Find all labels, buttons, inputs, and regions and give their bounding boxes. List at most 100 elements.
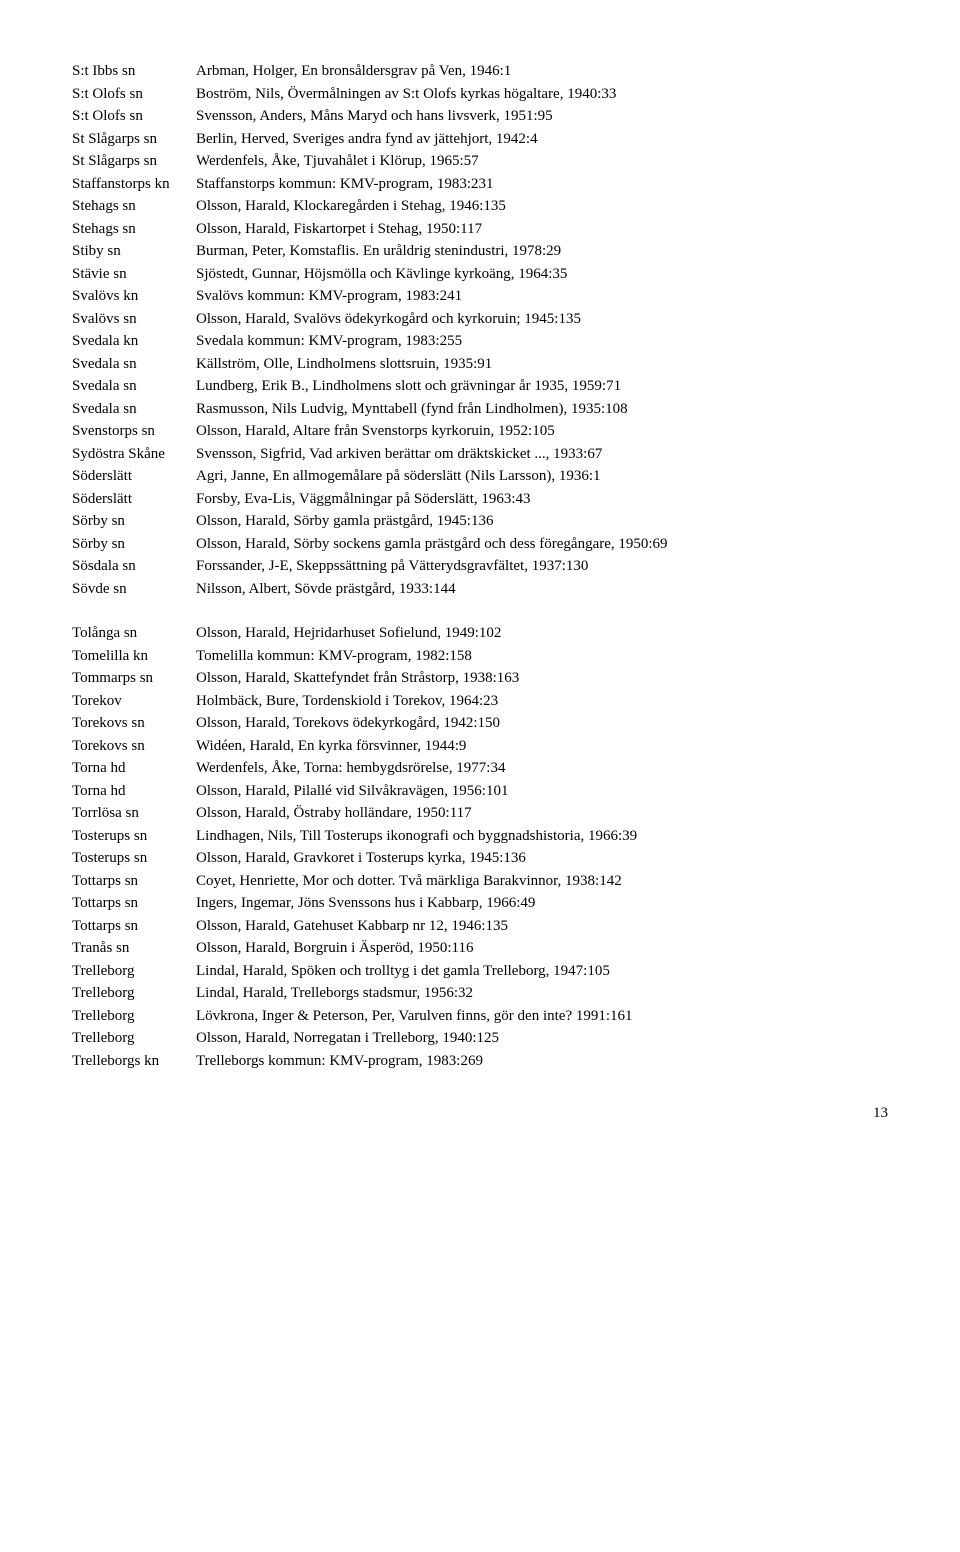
index-row: Tottarps snIngers, Ingemar, Jöns Svensso… bbox=[72, 892, 888, 915]
description-cell: Forsby, Eva-Lis, Väggmålningar på Söders… bbox=[196, 488, 888, 511]
index-row: Torna hdWerdenfels, Åke, Torna: hembygds… bbox=[72, 757, 888, 780]
index-row: Stiby snBurman, Peter, Komstaflis. En ur… bbox=[72, 240, 888, 263]
location-cell: Trelleborgs kn bbox=[72, 1050, 196, 1073]
description-cell: Forssander, J-E, Skeppssättning på Vätte… bbox=[196, 555, 888, 578]
description-cell: Ingers, Ingemar, Jöns Svenssons hus i Ka… bbox=[196, 892, 888, 915]
description-cell: Olsson, Harald, Sörby gamla prästgård, 1… bbox=[196, 510, 888, 533]
description-cell: Olsson, Harald, Norregatan i Trelleborg,… bbox=[196, 1027, 888, 1050]
index-row: Svalövs knSvalövs kommun: KMV-program, 1… bbox=[72, 285, 888, 308]
location-cell: Söderslätt bbox=[72, 488, 196, 511]
index-row: Trelleborgs knTrelleborgs kommun: KMV-pr… bbox=[72, 1050, 888, 1073]
index-row: S:t Olofs snSvensson, Anders, Måns Maryd… bbox=[72, 105, 888, 128]
location-cell: Sörby sn bbox=[72, 510, 196, 533]
index-row: Sörby snOlsson, Harald, Sörby sockens ga… bbox=[72, 533, 888, 556]
index-row: Tolånga snOlsson, Harald, Hejridarhuset … bbox=[72, 622, 888, 645]
index-row: Sörby snOlsson, Harald, Sörby gamla präs… bbox=[72, 510, 888, 533]
location-cell: Tomelilla kn bbox=[72, 645, 196, 668]
location-cell: Söderslätt bbox=[72, 465, 196, 488]
location-cell: Tottarps sn bbox=[72, 915, 196, 938]
location-cell: Trelleborg bbox=[72, 982, 196, 1005]
location-cell: Tolånga sn bbox=[72, 622, 196, 645]
index-row: Staffanstorps knStaffanstorps kommun: KM… bbox=[72, 173, 888, 196]
description-cell: Lövkrona, Inger & Peterson, Per, Varulve… bbox=[196, 1005, 888, 1028]
index-row: TrelleborgOlsson, Harald, Norregatan i T… bbox=[72, 1027, 888, 1050]
description-cell: Werdenfels, Åke, Tjuvahålet i Klörup, 19… bbox=[196, 150, 888, 173]
description-cell: Svalövs kommun: KMV-program, 1983:241 bbox=[196, 285, 888, 308]
location-cell: Tosterups sn bbox=[72, 825, 196, 848]
index-row: Torrlösa snOlsson, Harald, Östraby hollä… bbox=[72, 802, 888, 825]
location-cell: Torna hd bbox=[72, 757, 196, 780]
index-list: S:t Ibbs snArbman, Holger, En bronsålder… bbox=[72, 60, 888, 1072]
description-cell: Olsson, Harald, Gatehuset Kabbarp nr 12,… bbox=[196, 915, 888, 938]
location-cell: S:t Ibbs sn bbox=[72, 60, 196, 83]
location-cell: Trelleborg bbox=[72, 1005, 196, 1028]
location-cell: Stehags sn bbox=[72, 195, 196, 218]
index-row: Tosterups snOlsson, Harald, Gravkoret i … bbox=[72, 847, 888, 870]
index-row: S:t Ibbs snArbman, Holger, En bronsålder… bbox=[72, 60, 888, 83]
description-cell: Lindal, Harald, Trelleborgs stadsmur, 19… bbox=[196, 982, 888, 1005]
description-cell: Berlin, Herved, Sveriges andra fynd av j… bbox=[196, 128, 888, 151]
index-row: Torna hdOlsson, Harald, Pilallé vid Silv… bbox=[72, 780, 888, 803]
description-cell: Svensson, Sigfrid, Vad arkiven berättar … bbox=[196, 443, 888, 466]
location-cell: Tommarps sn bbox=[72, 667, 196, 690]
description-cell: Olsson, Harald, Skattefyndet från Stråst… bbox=[196, 667, 888, 690]
page-number: 13 bbox=[72, 1102, 888, 1125]
location-cell: Svenstorps sn bbox=[72, 420, 196, 443]
location-cell: Svalövs kn bbox=[72, 285, 196, 308]
location-cell: Svedala sn bbox=[72, 375, 196, 398]
location-cell: St Slågarps sn bbox=[72, 128, 196, 151]
location-cell: Sövde sn bbox=[72, 578, 196, 601]
location-cell: Torna hd bbox=[72, 780, 196, 803]
location-cell: Stehags sn bbox=[72, 218, 196, 241]
index-row: Torekovs snOlsson, Harald, Torekovs ödek… bbox=[72, 712, 888, 735]
location-cell: Svedala sn bbox=[72, 398, 196, 421]
description-cell: Olsson, Harald, Pilallé vid Silvåkraväge… bbox=[196, 780, 888, 803]
location-cell: Staffanstorps kn bbox=[72, 173, 196, 196]
location-cell: Tottarps sn bbox=[72, 870, 196, 893]
index-row: Tomelilla knTomelilla kommun: KMV-progra… bbox=[72, 645, 888, 668]
description-cell: Olsson, Harald, Hejridarhuset Sofielund,… bbox=[196, 622, 888, 645]
location-cell: Trelleborg bbox=[72, 960, 196, 983]
description-cell: Olsson, Harald, Svalövs ödekyrkogård och… bbox=[196, 308, 888, 331]
index-row: Svedala snRasmusson, Nils Ludvig, Myntta… bbox=[72, 398, 888, 421]
description-cell: Olsson, Harald, Östraby holländare, 1950… bbox=[196, 802, 888, 825]
index-row: Stehags snOlsson, Harald, Fiskartorpet i… bbox=[72, 218, 888, 241]
description-cell: Holmbäck, Bure, Tordenskiold i Torekov, … bbox=[196, 690, 888, 713]
description-cell: Lindhagen, Nils, Till Tosterups ikonogra… bbox=[196, 825, 888, 848]
index-row: Torekovs snWidéen, Harald, En kyrka förs… bbox=[72, 735, 888, 758]
location-cell: Sösdala sn bbox=[72, 555, 196, 578]
index-row: Sydöstra SkåneSvensson, Sigfrid, Vad ark… bbox=[72, 443, 888, 466]
index-row: SöderslättAgri, Janne, En allmogemålare … bbox=[72, 465, 888, 488]
index-row: Svedala snKällström, Olle, Lindholmens s… bbox=[72, 353, 888, 376]
index-row: Tosterups snLindhagen, Nils, Till Toster… bbox=[72, 825, 888, 848]
index-row: Tottarps snOlsson, Harald, Gatehuset Kab… bbox=[72, 915, 888, 938]
index-row: S:t Olofs snBoström, Nils, Övermålningen… bbox=[72, 83, 888, 106]
location-cell: Stävie sn bbox=[72, 263, 196, 286]
location-cell: Stiby sn bbox=[72, 240, 196, 263]
index-row: TorekovHolmbäck, Bure, Tordenskiold i To… bbox=[72, 690, 888, 713]
location-cell: Torekov bbox=[72, 690, 196, 713]
location-cell: Torrlösa sn bbox=[72, 802, 196, 825]
description-cell: Olsson, Harald, Klockaregården i Stehag,… bbox=[196, 195, 888, 218]
location-cell: Tosterups sn bbox=[72, 847, 196, 870]
description-cell: Olsson, Harald, Altare från Svenstorps k… bbox=[196, 420, 888, 443]
description-cell: Svedala kommun: KMV-program, 1983:255 bbox=[196, 330, 888, 353]
description-cell: Werdenfels, Åke, Torna: hembygdsrörelse,… bbox=[196, 757, 888, 780]
index-row: SöderslättForsby, Eva-Lis, Väggmålningar… bbox=[72, 488, 888, 511]
index-row: Svenstorps snOlsson, Harald, Altare från… bbox=[72, 420, 888, 443]
description-cell: Nilsson, Albert, Sövde prästgård, 1933:1… bbox=[196, 578, 888, 601]
index-row: Tommarps snOlsson, Harald, Skattefyndet … bbox=[72, 667, 888, 690]
index-row: Svedala knSvedala kommun: KMV-program, 1… bbox=[72, 330, 888, 353]
description-cell: Tomelilla kommun: KMV-program, 1982:158 bbox=[196, 645, 888, 668]
description-cell: Coyet, Henriette, Mor och dotter. Två mä… bbox=[196, 870, 888, 893]
description-cell: Burman, Peter, Komstaflis. En uråldrig s… bbox=[196, 240, 888, 263]
description-cell: Källström, Olle, Lindholmens slottsruin,… bbox=[196, 353, 888, 376]
index-row: TrelleborgLövkrona, Inger & Peterson, Pe… bbox=[72, 1005, 888, 1028]
index-row: Sösdala snForssander, J-E, Skeppssättnin… bbox=[72, 555, 888, 578]
description-cell: Sjöstedt, Gunnar, Höjsmölla och Kävlinge… bbox=[196, 263, 888, 286]
description-cell: Boström, Nils, Övermålningen av S:t Olof… bbox=[196, 83, 888, 106]
index-row: TrelleborgLindal, Harald, Trelleborgs st… bbox=[72, 982, 888, 1005]
description-cell: Olsson, Harald, Gravkoret i Tosterups ky… bbox=[196, 847, 888, 870]
index-row: Tranås snOlsson, Harald, Borgruin i Äspe… bbox=[72, 937, 888, 960]
index-row: Tottarps snCoyet, Henriette, Mor och dot… bbox=[72, 870, 888, 893]
